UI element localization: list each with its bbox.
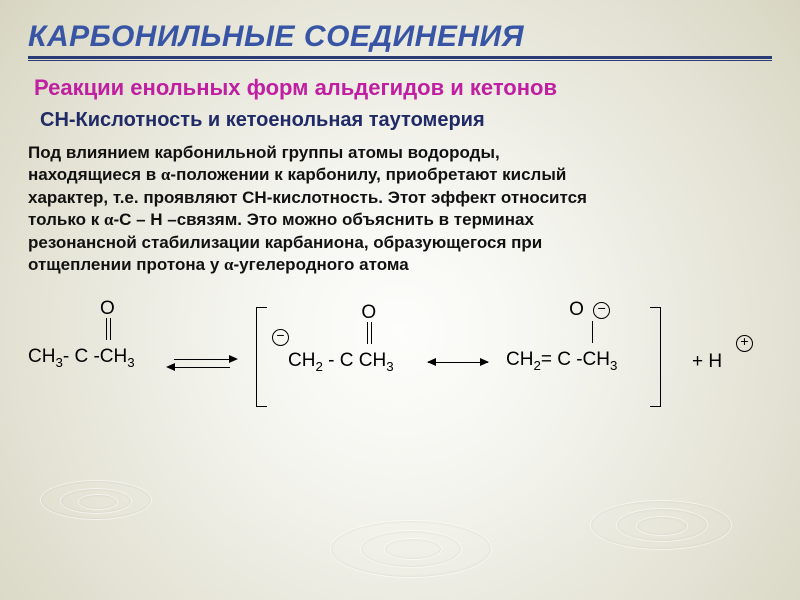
slide: КАРБОНИЛЬНЫЕ СОЕДИНЕНИЯ Реакции енольных… <box>0 0 800 600</box>
bracket-left <box>256 307 267 407</box>
decorative-ripple <box>384 538 442 560</box>
subtitle-acidity: СН-Кислотность и кетоенольная таутомерия <box>40 109 772 132</box>
decorative-ripple <box>330 520 492 578</box>
body-line: только к <box>28 210 104 229</box>
molecule-carbanion: O CH2 - C CH3 <box>288 303 394 374</box>
slide-title: КАРБОНИЛЬНЫЕ СОЕДИНЕНИЯ <box>28 20 772 54</box>
resonance-arrow <box>428 362 488 363</box>
alpha-glyph: α <box>104 210 114 229</box>
formula: CH2 - C CH3 <box>288 350 394 374</box>
single-bond <box>592 321 594 343</box>
formula: CH3- C -CH3 <box>28 346 135 370</box>
body-line: Под влиянием карбонильной группы атомы в… <box>28 143 500 162</box>
negative-charge-icon: − <box>272 329 289 346</box>
body-line: -угелеродного атома <box>234 255 409 274</box>
decorative-ripple <box>360 530 462 568</box>
alpha-glyph: α <box>224 255 234 274</box>
decorative-ripple <box>590 500 732 550</box>
decorative-ripple <box>60 488 132 514</box>
body-line: -положении к карбонилу, приобретают кисл… <box>170 165 566 184</box>
body-line: резонансной стабилизации карбаниона, обр… <box>28 233 542 252</box>
double-bond <box>367 322 372 344</box>
molecule-enolate: O − CH2= C -CH3 <box>506 299 617 373</box>
decorative-ripple <box>636 516 688 536</box>
molecule-ketone: O CH3- C -CH3 <box>28 299 135 370</box>
oxygen-label: O <box>80 299 135 318</box>
decorative-ripple <box>40 480 152 520</box>
double-bond <box>106 318 111 340</box>
oxygen-label: O <box>569 299 584 320</box>
body-paragraph: Под влиянием карбонильной группы атомы в… <box>28 142 768 277</box>
formula: CH2= C -CH3 <box>506 349 617 373</box>
body-line: характер, т.е. проявляют СН-кислотность.… <box>28 188 587 207</box>
body-line: отщеплении протона у <box>28 255 224 274</box>
positive-charge-icon: + <box>736 335 753 352</box>
proton-label: + H <box>692 351 722 373</box>
bracket-right <box>650 307 661 407</box>
alpha-glyph: α <box>161 165 171 184</box>
title-underline <box>28 56 772 61</box>
subtitle-reactions: Реакции енольных форм альдегидов и кетон… <box>34 75 772 101</box>
equilibrium-arrow <box>166 354 238 374</box>
decorative-ripple <box>78 494 118 510</box>
decorative-ripple <box>616 508 708 542</box>
reaction-scheme: O CH3- C -CH3 − O CH2 - C CH3 O − <box>28 299 772 459</box>
negative-charge-icon: − <box>593 302 610 319</box>
body-line: находящиеся в <box>28 165 161 184</box>
oxygen-label: O <box>344 303 394 322</box>
body-line: -С – Н –связям. Это можно объяснить в те… <box>113 210 534 229</box>
